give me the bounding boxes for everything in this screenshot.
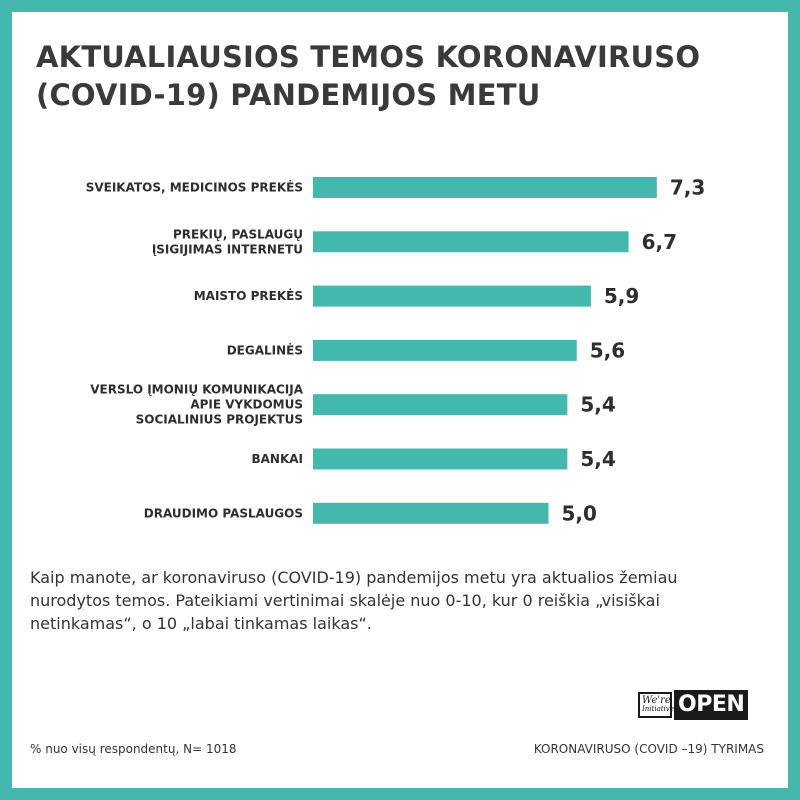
- category-label-1-line-1: SVEIKATOS, MEDICINOS PREKĖS: [86, 180, 303, 195]
- value-label-5: 5,4: [580, 393, 615, 417]
- category-label-2-line-2: ĮSIGIJIMAS INTERNETU: [152, 242, 303, 256]
- value-label-7: 5,0: [562, 501, 597, 525]
- category-label-3-line-1: MAISTO PREKĖS: [194, 288, 303, 303]
- logo-were-mark: We're Initiative: [638, 692, 672, 718]
- category-label-6-line-1: BANKAI: [251, 452, 303, 466]
- value-label-1: 7,3: [670, 176, 705, 200]
- bar-7: [313, 503, 549, 524]
- bar-5: [313, 394, 567, 415]
- were-open-logo: We're Initiative OPEN: [638, 690, 748, 720]
- value-label-6: 5,4: [580, 447, 615, 471]
- chart-description: Kaip manote, ar koronaviruso (COVID-19) …: [30, 566, 710, 635]
- category-label-7-line-1: DRAUDIMO PASLAUGOS: [144, 506, 303, 520]
- category-label-5-line-2: APIE VYKDOMUS: [190, 398, 303, 412]
- bar-2: [313, 231, 629, 252]
- logo-open-mark: OPEN: [674, 690, 748, 720]
- sample-footnote: % nuo visų respondentų, N= 1018: [30, 742, 237, 756]
- category-label-5-line-1: VERSLO ĮMONIŲ KOMUNIKACIJA: [90, 383, 303, 397]
- category-label-2-line-1: PREKIŲ, PASLAUGŲ: [173, 227, 303, 241]
- bar-chart: 7,3 SVEIKATOS, MEDICINOS PREKĖS 6,7 PREKIŲ,…: [0, 0, 800, 560]
- category-label-5-line-3: SOCIALINIUS PROJEKTUS: [136, 413, 303, 427]
- value-label-4: 5,6: [590, 338, 625, 362]
- value-label-2: 6,7: [642, 230, 677, 254]
- category-label-4-line-1: DEGALINĖS: [227, 342, 303, 357]
- bar-4: [313, 340, 577, 361]
- bar-3: [313, 286, 591, 307]
- bar-1: [313, 177, 657, 198]
- survey-name: KORONAVIRUSO (COVID –19) TYRIMAS: [534, 742, 764, 756]
- value-label-3: 5,9: [604, 284, 639, 308]
- bar-6: [313, 449, 567, 470]
